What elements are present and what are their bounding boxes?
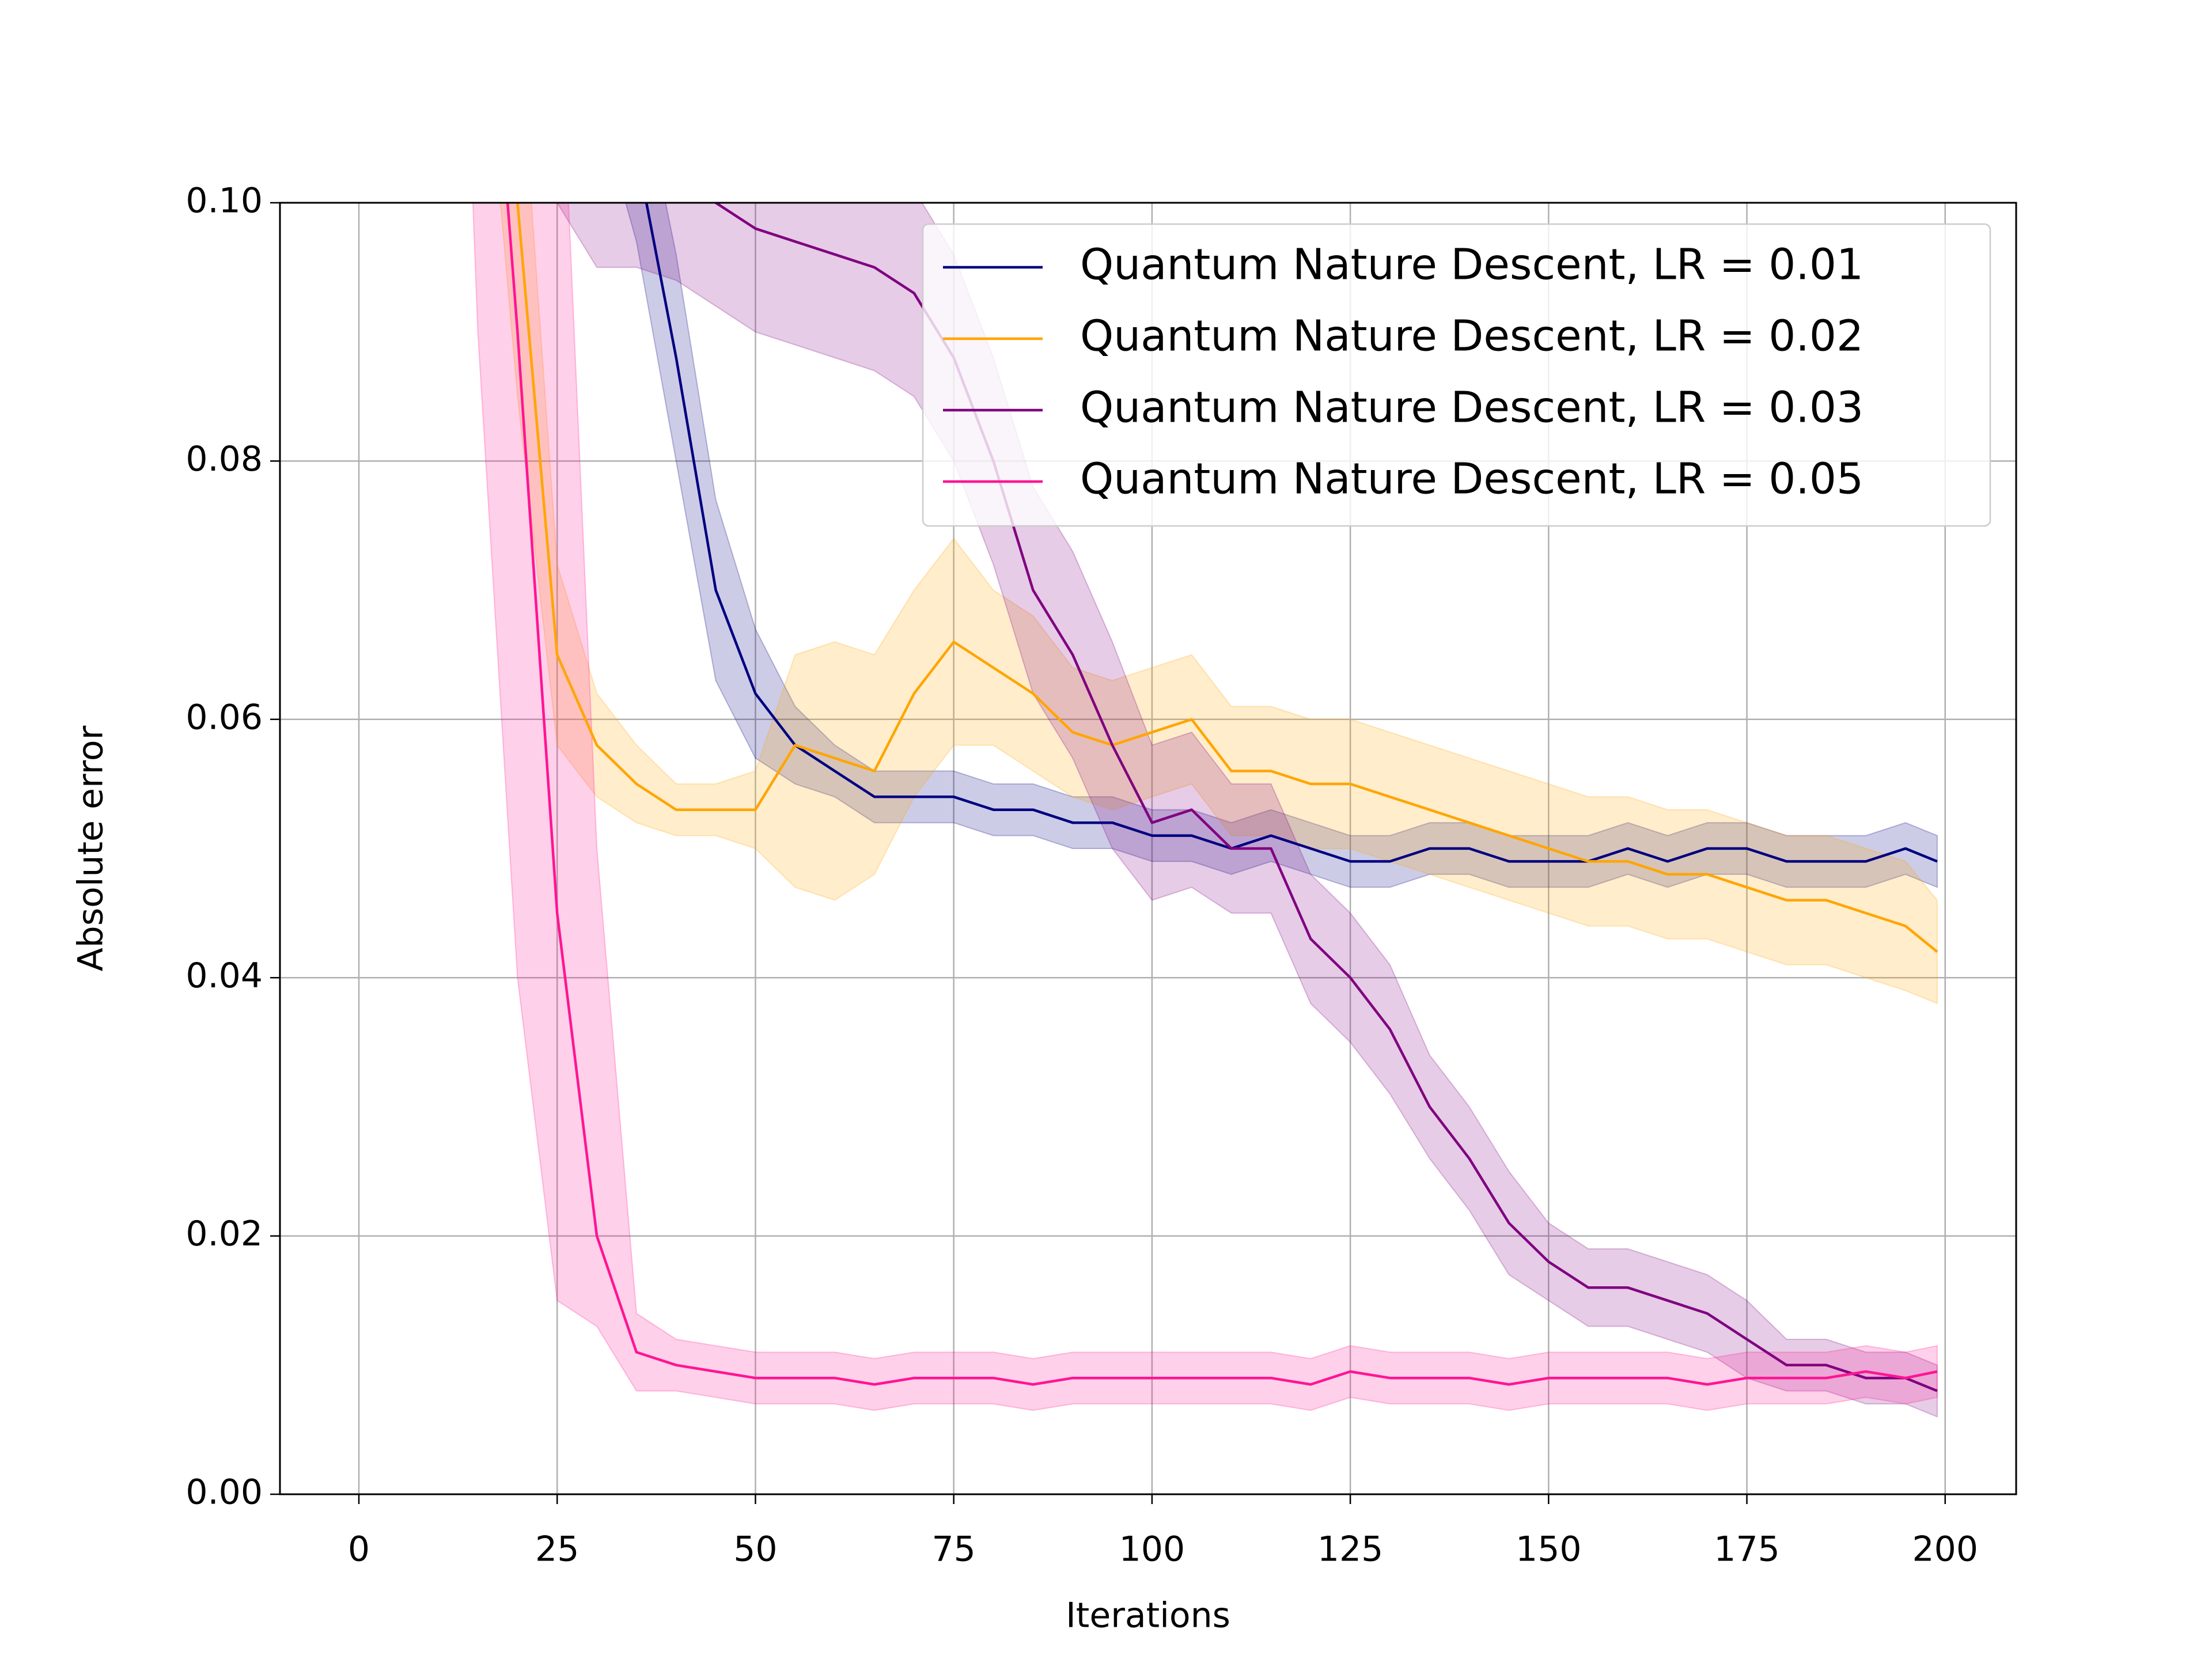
axes-frame <box>279 202 2017 1495</box>
x-axis-label: Iterations <box>1066 1596 1230 1636</box>
legend: Quantum Nature Descent, LR = 0.01 Quantum… <box>922 223 1991 527</box>
ticks: 0 25 50 75 100 125 150 175 200 0.00 0.02 0.04 0.06 0.… <box>185 181 1978 1570</box>
x-tick-label: 25 <box>535 1529 579 1570</box>
x-tick-label: 100 <box>1119 1529 1185 1570</box>
legend-label: Quantum Nature Descent, LR = 0.03 <box>1080 383 1863 433</box>
legend-box <box>922 223 1991 527</box>
x-tick-label: 200 <box>1912 1529 1979 1570</box>
x-tick-label: 150 <box>1516 1529 1582 1570</box>
error-band <box>625 203 1938 888</box>
x-tick-label: 175 <box>1714 1529 1780 1570</box>
x-tick-label: 50 <box>733 1529 777 1570</box>
plot-area <box>472 203 1938 1418</box>
legend-label: Quantum Nature Descent, LR = 0.02 <box>1080 312 1863 361</box>
y-tick-label: 0.04 <box>185 956 263 996</box>
y-tick-label: 0.10 <box>185 181 263 221</box>
y-axis-label: Absolute error <box>71 725 111 971</box>
series-line <box>506 203 1938 1386</box>
legend-label: Quantum Nature Descent, LR = 0.05 <box>1080 454 1863 504</box>
error-band <box>472 203 1938 1411</box>
x-tick-label: 0 <box>348 1529 370 1570</box>
y-tick-label: 0.02 <box>185 1214 263 1254</box>
legend-label: Quantum Nature Descent, LR = 0.01 <box>1080 240 1863 290</box>
error-band <box>499 203 1938 1005</box>
y-tick-label: 0.00 <box>185 1472 263 1513</box>
y-tick-label: 0.08 <box>185 439 263 479</box>
series-line <box>516 203 1938 953</box>
error-band <box>556 203 1938 1418</box>
series-line <box>645 203 1938 863</box>
y-tick-label: 0.06 <box>185 697 263 737</box>
series-line <box>714 203 1938 1392</box>
x-tick-label: 125 <box>1317 1529 1384 1570</box>
x-tick-label: 75 <box>931 1529 975 1570</box>
